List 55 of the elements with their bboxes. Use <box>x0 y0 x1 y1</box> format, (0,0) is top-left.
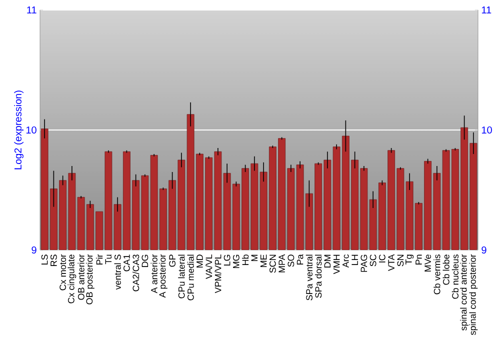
x-tick-label: SPa ventral <box>306 254 312 300</box>
x-tick-label: Pa <box>296 254 304 264</box>
x-tick-label: Arc <box>342 254 349 268</box>
y2-tick-label: 9 <box>482 246 486 254</box>
x-tick-label: Cx motor <box>60 254 66 290</box>
y-axis-title: Log2 (expression) <box>14 90 24 170</box>
x-tick-label: LH <box>352 254 358 265</box>
x-tick-label: LS <box>41 254 48 264</box>
x-tick-label: MPA <box>278 254 285 272</box>
x-tick-label: VPM/VPL <box>214 254 222 294</box>
x-tick-label: Tu <box>105 254 112 264</box>
y-tick-label: 11 <box>27 6 36 14</box>
x-tick-label: ME <box>260 254 267 267</box>
x-tick-label: MD <box>196 254 203 268</box>
x-tick-label: ventral S <box>114 254 121 290</box>
x-tick-label: SPa dorsal <box>315 254 322 298</box>
x-tick-label: Cx cingulate <box>68 254 76 304</box>
x-tick-label: MVe <box>424 254 431 272</box>
x-tick-label: spinal cord posterior <box>469 254 478 335</box>
x-tick-label: Tg <box>406 254 414 264</box>
x-tick-label: IC <box>379 254 386 262</box>
x-tick-label: SC <box>370 254 376 266</box>
x-tick-label: M <box>251 254 258 261</box>
x-tick-label: CPu medial <box>187 254 194 300</box>
x-tick-label: LG <box>224 254 230 266</box>
y2-tick-label: 10 <box>482 126 492 134</box>
x-tick-label: PAG <box>360 254 368 272</box>
x-tick-label: RS <box>50 254 57 266</box>
x-tick-label: CA2/CA3 <box>132 254 140 292</box>
x-tick-label: SCN <box>270 254 276 273</box>
x-tick-label: DM <box>324 254 331 268</box>
x-tick-label: OB posterior <box>86 254 94 304</box>
x-tick-label: VA/VL <box>206 254 212 279</box>
y2-tick-label: 11 <box>482 6 492 14</box>
x-tick-label: Cb vermis <box>434 254 440 294</box>
x-tick-label: MG <box>233 254 240 268</box>
x-tick-label: A posterior <box>159 254 168 298</box>
x-tick-label: SN <box>397 254 404 266</box>
x-tick-label: spinal cord anterior <box>460 254 469 330</box>
x-tick-label: Pir <box>96 254 103 264</box>
x-tick-label: CPu lateral <box>178 254 185 298</box>
x-tick-label: VTA <box>388 254 394 271</box>
x-tick-label: A anterior <box>150 254 158 294</box>
x-tick-label: SO <box>288 254 294 267</box>
x-tick-label: Hb <box>242 254 249 265</box>
x-tick-label: DG <box>142 254 148 267</box>
x-tick-label: Cb nucleus <box>452 254 458 299</box>
y-tick-label: 10 <box>26 126 36 134</box>
x-tick-label: Cb lobe <box>442 254 450 285</box>
y-tick-label: 9 <box>32 246 36 254</box>
x-tick-label: GP <box>169 254 176 267</box>
x-tick-label: VMH <box>333 254 340 274</box>
x-tick-label: Pn <box>416 254 422 264</box>
x-tick-label: OB anterior <box>78 254 84 300</box>
x-tick-label: CA1 <box>124 254 130 272</box>
